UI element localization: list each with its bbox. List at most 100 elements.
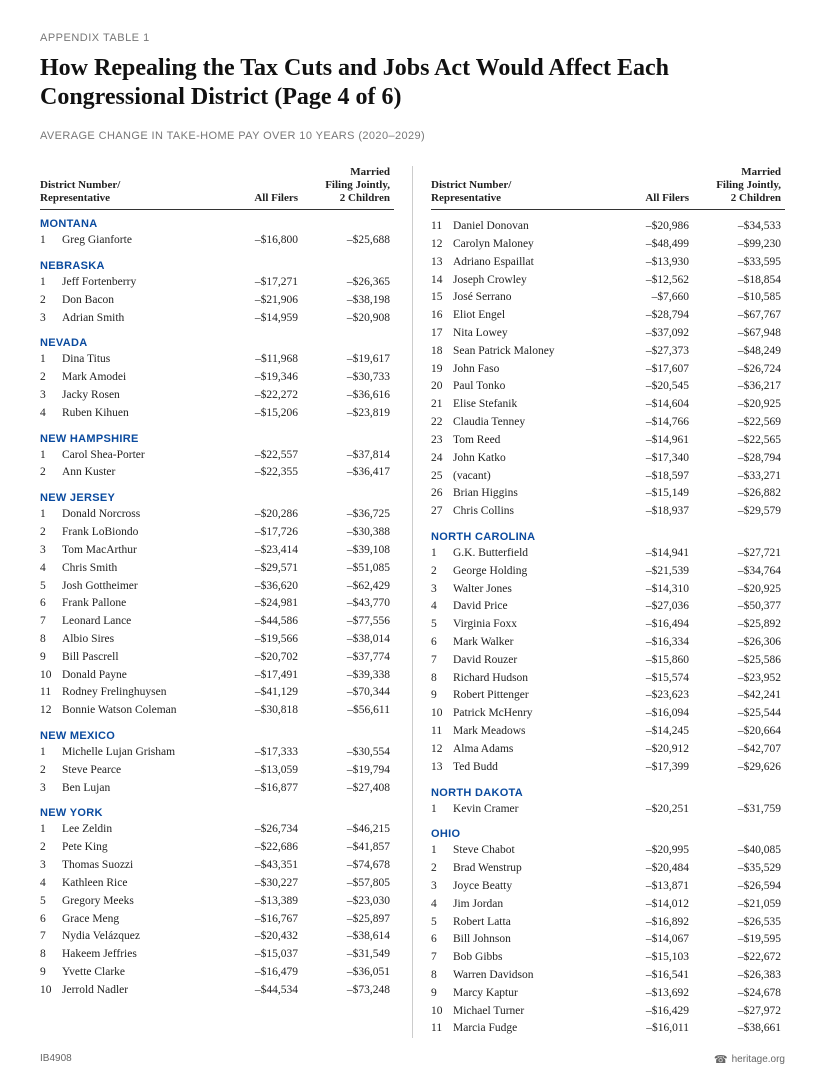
district-number: 6 [40,911,62,929]
district-number: 3 [431,878,453,896]
married-value: –$42,707 [689,741,781,759]
all-filers-value: –$21,539 [611,563,689,581]
representative-name: Bill Pascrell [62,649,220,667]
representative-name: Marcy Kaptur [453,985,611,1003]
page-title: How Repealing the Tax Cuts and Jobs Act … [40,54,785,112]
district-number: 8 [431,967,453,985]
table-row: 9Yvette Clarke–$16,479–$36,051 [40,964,394,982]
representative-name: Ruben Kihuen [62,405,220,423]
married-value: –$25,897 [298,911,390,929]
representative-name: David Rouzer [453,652,611,670]
district-number: 9 [431,687,453,705]
district-number: 5 [40,578,62,596]
representative-name: Claudia Tenney [453,414,611,432]
table-row: 13Adriano Espaillat–$13,930–$33,595 [431,254,785,272]
table-row: 10Donald Payne–$17,491–$39,338 [40,667,394,685]
district-number: 16 [431,307,453,325]
all-filers-value: –$14,941 [611,545,689,563]
representative-name: Jim Jordan [453,896,611,914]
representative-name: Frank LoBiondo [62,524,220,542]
table-row: 24John Katko–$17,340–$28,794 [431,450,785,468]
representative-name: Bonnie Watson Coleman [62,702,220,720]
district-number: 11 [40,684,62,702]
district-number: 7 [431,652,453,670]
district-number: 10 [40,667,62,685]
table-row: 3Adrian Smith–$14,959–$20,908 [40,310,394,328]
married-value: –$25,892 [689,616,781,634]
table-row: 6Grace Meng–$16,767–$25,897 [40,911,394,929]
table-row: 1Carol Shea-Porter–$22,557–$37,814 [40,447,394,465]
all-filers-value: –$14,959 [220,310,298,328]
district-number: 6 [431,634,453,652]
married-value: –$51,085 [298,560,390,578]
representative-name: Jacky Rosen [62,387,220,405]
state-heading: NEVADA [40,337,394,349]
married-value: –$46,215 [298,821,390,839]
married-value: –$57,805 [298,875,390,893]
representative-name: Grace Meng [62,911,220,929]
married-value: –$20,925 [689,396,781,414]
married-value: –$50,377 [689,598,781,616]
married-value: –$73,248 [298,982,390,1000]
married-value: –$38,198 [298,292,390,310]
married-value: –$41,857 [298,839,390,857]
left-column: District Number/Representative All Filer… [40,166,413,1039]
representative-name: Paul Tonko [453,378,611,396]
representative-name: Eliot Engel [453,307,611,325]
footer-url: heritage.org [732,1054,785,1065]
table-row: 3Jacky Rosen–$22,272–$36,616 [40,387,394,405]
all-filers-value: –$18,937 [611,503,689,521]
representative-name: Kathleen Rice [62,875,220,893]
district-number: 7 [40,613,62,631]
married-value: –$37,774 [298,649,390,667]
all-filers-value: –$13,692 [611,985,689,1003]
married-value: –$37,814 [298,447,390,465]
all-filers-value: –$13,059 [220,762,298,780]
representative-name: Jerrold Nadler [62,982,220,1000]
married-value: –$19,794 [298,762,390,780]
district-number: 1 [40,821,62,839]
table-row: 2Frank LoBiondo–$17,726–$30,388 [40,524,394,542]
all-filers-value: –$20,432 [220,928,298,946]
table-row: 12Alma Adams–$20,912–$42,707 [431,741,785,759]
all-filers-value: –$17,340 [611,450,689,468]
district-number: 19 [431,361,453,379]
table-row: 10Patrick McHenry–$16,094–$25,544 [431,705,785,723]
footer: IB4908 ☎ heritage.org [40,1053,785,1066]
representative-name: Chris Smith [62,560,220,578]
all-filers-value: –$14,012 [611,896,689,914]
state-heading: NEW JERSEY [40,492,394,504]
all-filers-value: –$14,245 [611,723,689,741]
district-number: 3 [431,581,453,599]
district-number: 5 [431,914,453,932]
married-value: –$27,408 [298,780,390,798]
married-value: –$21,059 [689,896,781,914]
district-number: 4 [40,875,62,893]
representative-name: Josh Gottheimer [62,578,220,596]
table-row: 4Jim Jordan–$14,012–$21,059 [431,896,785,914]
all-filers-value: –$27,373 [611,343,689,361]
all-filers-value: –$28,794 [611,307,689,325]
table-row: 3Tom MacArthur–$23,414–$39,108 [40,542,394,560]
representative-name: Adrian Smith [62,310,220,328]
married-value: –$10,585 [689,289,781,307]
all-filers-value: –$19,346 [220,369,298,387]
table-row: 11Daniel Donovan–$20,986–$34,533 [431,218,785,236]
married-value: –$26,365 [298,274,390,292]
married-value: –$48,249 [689,343,781,361]
married-value: –$67,948 [689,325,781,343]
district-number: 20 [431,378,453,396]
married-value: –$19,617 [298,351,390,369]
representative-name: Brad Wenstrup [453,860,611,878]
married-value: –$43,770 [298,595,390,613]
all-filers-value: –$20,286 [220,506,298,524]
district-number: 24 [431,450,453,468]
table-row: 2Steve Pearce–$13,059–$19,794 [40,762,394,780]
district-number: 4 [431,896,453,914]
state-heading: OHIO [431,828,785,840]
table-row: 5Josh Gottheimer–$36,620–$62,429 [40,578,394,596]
district-number: 23 [431,432,453,450]
table-row: 3Walter Jones–$14,310–$20,925 [431,581,785,599]
table-row: 13Ted Budd–$17,399–$29,626 [431,759,785,777]
married-value: –$42,241 [689,687,781,705]
